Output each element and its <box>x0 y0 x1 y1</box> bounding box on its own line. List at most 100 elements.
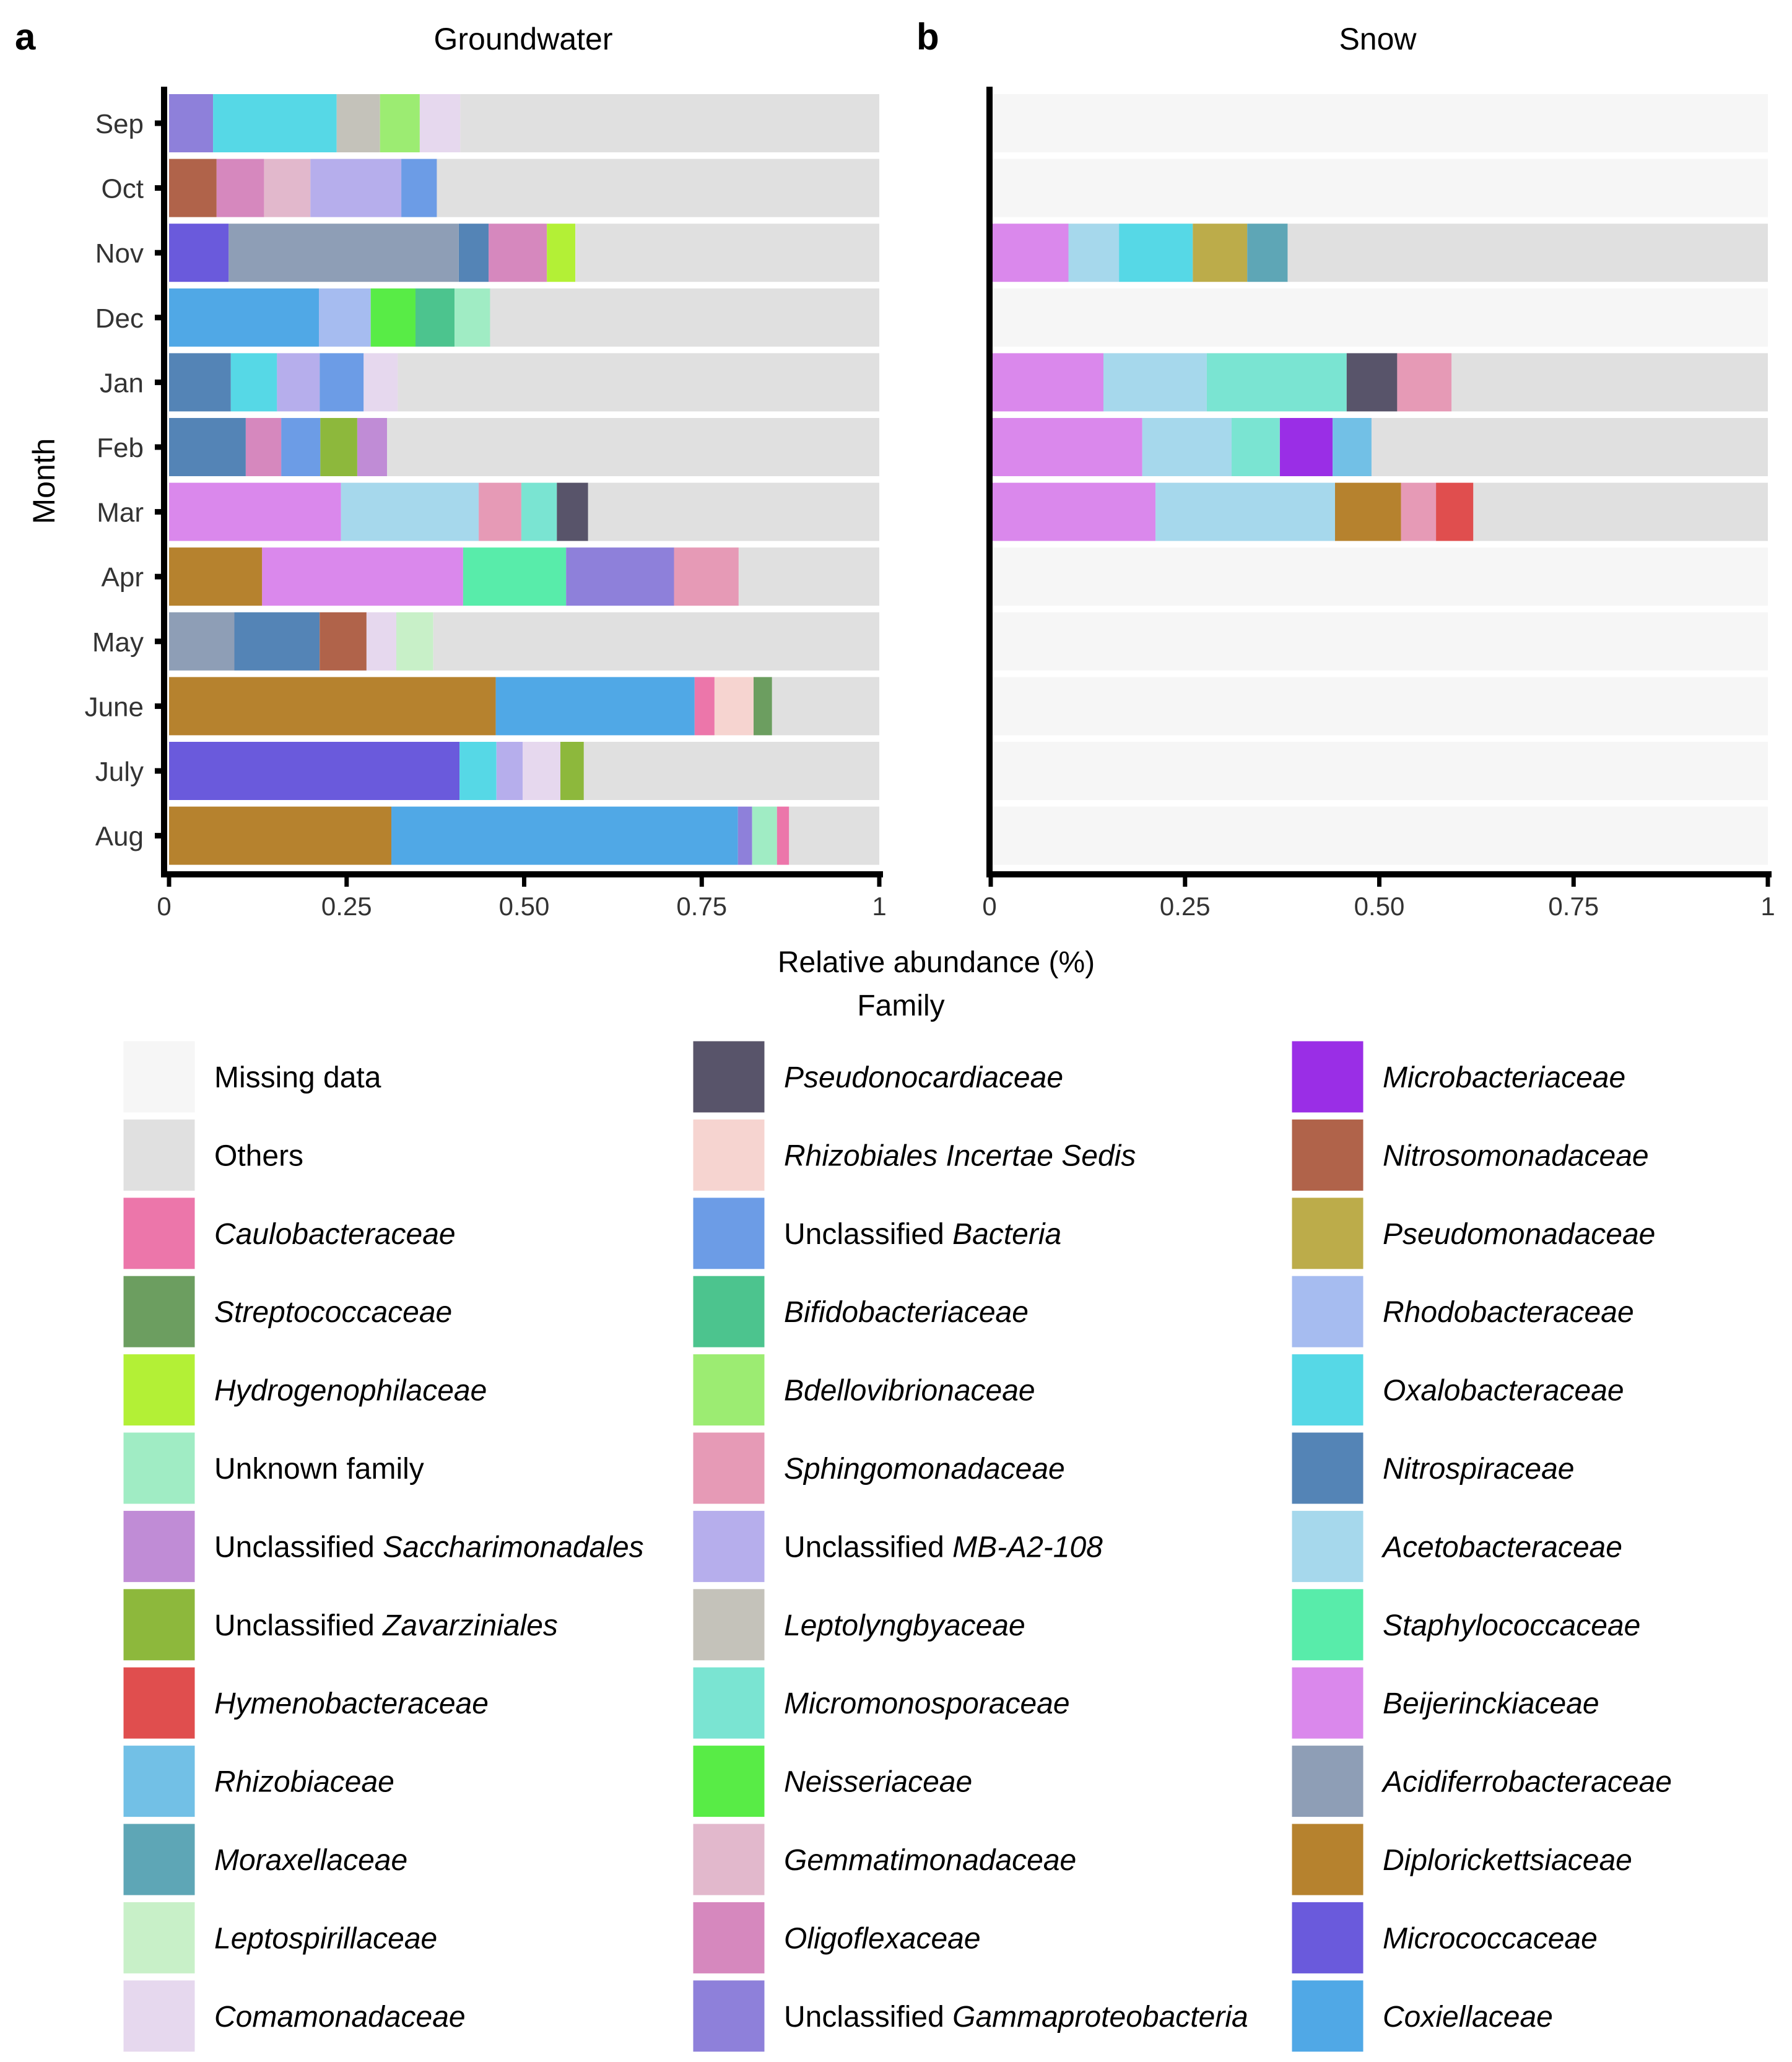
snow-bar-jan-others <box>1451 353 1768 412</box>
legend-key-unclassified-saccharimonadales <box>121 1508 197 1584</box>
legend-key-unknown-family <box>121 1430 197 1506</box>
groundwater-bar-oct-unclassified-mb-a2-108 <box>310 159 402 217</box>
groundwater-bar-apr-others <box>738 547 879 606</box>
legend-label: Neisseriaceae <box>784 1766 972 1799</box>
family-legend: Missing data Others Caulobacteraceae Strept… <box>121 1039 1672 2054</box>
legend-label: Sphingomonadaceae <box>784 1453 1065 1486</box>
month-tick-label: Aug <box>95 822 144 852</box>
legend-label: Microbacteriaceae <box>1383 1061 1625 1094</box>
legend-label: Oxalobacteraceae <box>1383 1375 1624 1407</box>
groundwater-bar-july-unclassified-mb-a2-108 <box>496 742 523 800</box>
groundwater-bar-june-diplorickettsiaceae <box>169 677 496 736</box>
x-tick-label: 0.75 <box>676 892 727 921</box>
legend-label: Moraxellaceae <box>214 1844 407 1877</box>
groundwater-bar-dec-others <box>490 288 879 347</box>
legend-key-unclassified-zavarziniales <box>121 1587 197 1663</box>
legend-key-rhizobiaceae <box>121 1744 197 1819</box>
legend-label: Unclassified Gammaproteobacteria <box>784 2001 1248 2034</box>
groundwater-bar-july-others <box>583 742 879 800</box>
legend-label: Nitrospiraceae <box>1383 1453 1574 1486</box>
month-tick-label: July <box>95 757 144 787</box>
groundwater-bar-mar-acetobacteraceae <box>341 482 479 541</box>
legend-key-acidiferrobacteraceae <box>1290 1744 1365 1819</box>
legend-key-rhodobacteraceae <box>1290 1274 1365 1349</box>
groundwater-bar-july-oxalobacteraceae <box>459 742 497 800</box>
groundwater-bar-feb-unclassified-saccharimonadales <box>357 418 388 476</box>
legend-label: Rhizobiaceae <box>214 1766 394 1799</box>
groundwater-bar-apr-beijerinckiaceae <box>262 547 463 606</box>
legend-key-missing-data <box>121 1039 197 1115</box>
legend-key-unclassified-bacteria <box>691 1196 767 1271</box>
legend-key-unclassified-gammaproteobacteria <box>691 1978 767 2054</box>
groundwater-bar-may-others <box>433 612 879 671</box>
legend-title: Family <box>857 990 944 1022</box>
snow-bar-feb-microbacteriaceae <box>1279 418 1333 476</box>
legend-key-diplorickettsiaceae <box>1290 1822 1365 1897</box>
x-tick-label: 0 <box>982 892 996 921</box>
groundwater-bar-nov-nitrospiraceae <box>459 224 489 282</box>
groundwater-bar-jan-nitrospiraceae <box>169 353 231 412</box>
groundwater-bar-oct-gemmatimonadaceae <box>264 159 311 217</box>
groundwater-bar-sep-others <box>460 94 879 152</box>
x-tick-label: 0.25 <box>321 892 372 921</box>
legend-key-nitrospiraceae <box>1290 1430 1365 1506</box>
legend-label: Caulobacteraceae <box>214 1218 456 1251</box>
groundwater-bar-feb-nitrospiraceae <box>169 418 246 476</box>
groundwater-bar-jan-comamonadaceae <box>363 353 398 412</box>
legend-key-beijerinckiaceae <box>1290 1665 1365 1741</box>
month-tick-label: Apr <box>102 562 144 593</box>
groundwater-bar-nov-acidiferrobacteraceae <box>228 224 459 282</box>
legend-label: Unclassified Zavarziniales <box>214 1609 558 1642</box>
legend-key-hymenobacteraceae <box>121 1665 197 1741</box>
x-tick-label: 0.25 <box>1160 892 1211 921</box>
snow-bar-oct-missing-data <box>991 159 1768 217</box>
groundwater-bar-nov-micrococcaceae <box>169 224 229 282</box>
legend-label: Acetobacteraceae <box>1381 1531 1622 1564</box>
groundwater-bar-may-leptospirillaceae <box>396 612 433 671</box>
groundwater-bar-feb-unclassified-bacteria <box>281 418 321 476</box>
snow-bar-feb-micromonosporaceae <box>1232 418 1280 476</box>
panel-a-letter: a <box>15 16 36 58</box>
legend-key-comamonadaceae <box>121 1978 197 2054</box>
legend-key-pseudomonadaceae <box>1290 1196 1365 1271</box>
groundwater-bar-oct-unclassified-bacteria <box>401 159 437 217</box>
x-tick-label: 1 <box>872 892 886 921</box>
snow-bar-mar-sphingomonadaceae <box>1401 482 1437 541</box>
groundwater-bar-may-acidiferrobacteraceae <box>169 612 235 671</box>
x-tick-label: 0 <box>157 892 171 921</box>
legend-key-micromonosporaceae <box>691 1665 767 1741</box>
snow-bar-jan-micromonosporaceae <box>1206 353 1347 412</box>
snow-bar-nov-pseudomonadaceae <box>1193 224 1248 282</box>
snow-bar-mar-acetobacteraceae <box>1155 482 1335 541</box>
legend-label: Streptococcaceae <box>214 1296 452 1329</box>
groundwater-bar-oct-nitrosomonadaceae <box>169 159 217 217</box>
groundwater-bar-nov-hydrogenophilaceae <box>547 224 576 282</box>
legend-label: Gemmatimonadaceae <box>784 1844 1076 1877</box>
groundwater-bar-aug-unknown-family <box>752 806 777 865</box>
legend-label: Unclassified Saccharimonadales <box>214 1531 644 1564</box>
legend-key-staphylococcaceae <box>1290 1587 1365 1663</box>
groundwater-bar-july-micrococcaceae <box>169 742 460 800</box>
panel-b-title: Snow <box>1339 22 1417 56</box>
legend-label: Hydrogenophilaceae <box>214 1375 487 1407</box>
groundwater-bar-july-unclassified-zavarziniales <box>560 742 584 800</box>
legend-label: Rhodobacteraceae <box>1383 1296 1634 1329</box>
groundwater-bar-nov-oligoflexaceae <box>489 224 547 282</box>
legend-label: Comamonadaceae <box>214 2001 466 2034</box>
groundwater-bar-sep-oxalobacteraceae <box>213 94 337 152</box>
snow-bar-nov-moraxellaceae <box>1247 224 1288 282</box>
groundwater-bar-dec-coxiellaceae <box>169 288 319 347</box>
groundwater-bar-may-comamonadaceae <box>366 612 397 671</box>
legend-label: Staphylococcaceae <box>1383 1609 1640 1642</box>
month-tick-label: Sep <box>95 109 144 139</box>
groundwater-bar-dec-unknown-family <box>455 288 490 347</box>
month-tick-label: Nov <box>95 238 144 269</box>
groundwater-bar-aug-caulobacteraceae <box>776 806 789 865</box>
snow-bar-apr-missing-data <box>991 547 1768 606</box>
groundwater-bar-may-nitrospiraceae <box>234 612 320 671</box>
snow-panel: 0 0.25 0.50 0.75 1 <box>982 87 1775 921</box>
legend-key-unclassified-mb-a2-108 <box>691 1508 767 1584</box>
legend-key-hydrogenophilaceae <box>121 1352 197 1428</box>
legend-label: Unknown family <box>214 1453 424 1486</box>
